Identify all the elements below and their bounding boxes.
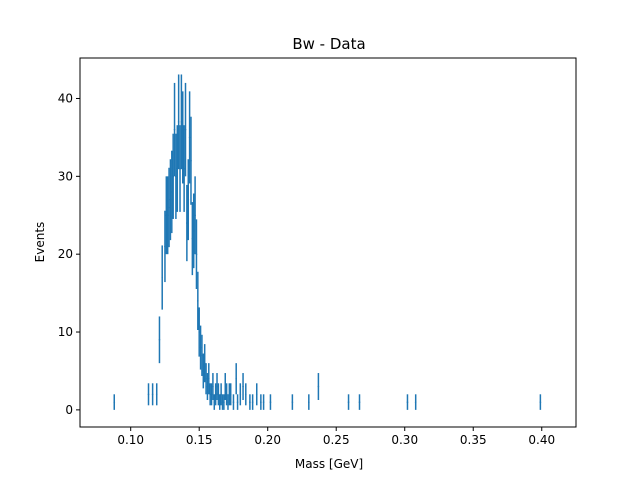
- data-point: [188, 136, 191, 139]
- data-point: [194, 214, 196, 217]
- data-point: [181, 136, 184, 139]
- x-tick-label: 0.10: [117, 433, 144, 447]
- data-point: [183, 167, 185, 170]
- x-axis-ticks: 0.10 0.15 0.20 0.25 0.30 0.35 0.40: [117, 427, 555, 447]
- x-tick-label: 0.25: [323, 433, 350, 447]
- data-point: [251, 401, 254, 403]
- data-point: [317, 385, 320, 388]
- data-point: [113, 401, 116, 403]
- data-point: [198, 331, 200, 333]
- data-point: [227, 401, 229, 403]
- data-point: [218, 401, 221, 403]
- data-point: [205, 377, 207, 380]
- data-point: [209, 393, 211, 396]
- data-point: [244, 393, 247, 396]
- data-point: [347, 401, 350, 403]
- y-axis-ticks: 0 10 20 30 40: [58, 91, 80, 417]
- data-point: [147, 393, 150, 396]
- chart-title: Bw - Data: [292, 35, 365, 53]
- y-tick-label: 10: [58, 325, 73, 339]
- data-point: [197, 300, 199, 302]
- data-point: [165, 214, 168, 217]
- y-tick-label: 40: [58, 91, 73, 105]
- data-point: [214, 393, 217, 396]
- data-point: [220, 393, 222, 396]
- data-point: [169, 198, 172, 201]
- data-point: [224, 385, 227, 388]
- data-point: [151, 393, 154, 396]
- data-point: [223, 401, 225, 403]
- data-point: [255, 393, 258, 396]
- data-point: [206, 385, 209, 388]
- data-point: [158, 339, 161, 341]
- data-point: [161, 276, 164, 279]
- data-point: [358, 401, 361, 403]
- data-point: [166, 214, 169, 217]
- data-point: [235, 377, 237, 380]
- data-point: [249, 401, 251, 403]
- data-marks: [113, 74, 542, 410]
- data-point: [210, 393, 213, 396]
- data-point: [260, 401, 262, 403]
- data-point: [203, 362, 206, 364]
- data-point: [406, 401, 409, 403]
- data-point: [242, 385, 244, 388]
- data-point: [232, 401, 235, 403]
- data-point: [171, 191, 173, 193]
- data-point: [216, 385, 218, 388]
- data-point: [228, 393, 231, 396]
- y-axis-label: Events: [33, 222, 47, 263]
- data-point: [262, 401, 265, 403]
- data-point: [176, 167, 179, 170]
- y-tick-label: 30: [58, 169, 73, 183]
- data-point: [164, 245, 166, 248]
- x-tick-label: 0.40: [528, 433, 555, 447]
- data-point: [539, 401, 542, 403]
- y-tick-label: 20: [58, 247, 73, 261]
- data-point: [291, 401, 294, 403]
- data-point: [221, 401, 224, 403]
- data-point: [195, 253, 198, 255]
- data-point: [202, 370, 205, 372]
- data-point: [155, 393, 158, 396]
- data-point: [191, 237, 194, 240]
- data-point: [168, 206, 170, 209]
- data-point: [229, 393, 232, 396]
- x-tick-label: 0.30: [391, 433, 418, 447]
- data-point: [192, 230, 195, 232]
- plot-frame: [79, 57, 577, 428]
- data-point: [175, 175, 177, 178]
- data-point: [208, 377, 210, 380]
- data-point: [308, 401, 310, 403]
- data-point: [213, 401, 216, 403]
- data-point: [177, 121, 180, 123]
- y-tick-label: 0: [65, 403, 73, 417]
- data-point: [199, 346, 202, 349]
- data-point: [225, 393, 228, 396]
- data-point: [180, 121, 183, 123]
- data-point: [414, 401, 417, 403]
- data-point: [190, 159, 192, 162]
- data-point: [212, 385, 214, 388]
- x-tick-label: 0.20: [254, 433, 281, 447]
- data-point: [236, 401, 239, 403]
- data-point: [186, 222, 188, 224]
- data-point: [172, 175, 174, 178]
- x-axis-label: Mass [GeV]: [295, 457, 363, 471]
- data-point: [179, 167, 181, 170]
- data-point: [173, 128, 176, 131]
- data-point: [269, 401, 272, 403]
- data-point: [239, 393, 242, 396]
- x-tick-label: 0.35: [460, 433, 487, 447]
- data-point: [187, 198, 190, 201]
- data-point: [217, 393, 220, 396]
- data-point: [184, 128, 187, 131]
- x-tick-label: 0.15: [186, 433, 213, 447]
- data-point: [201, 354, 203, 357]
